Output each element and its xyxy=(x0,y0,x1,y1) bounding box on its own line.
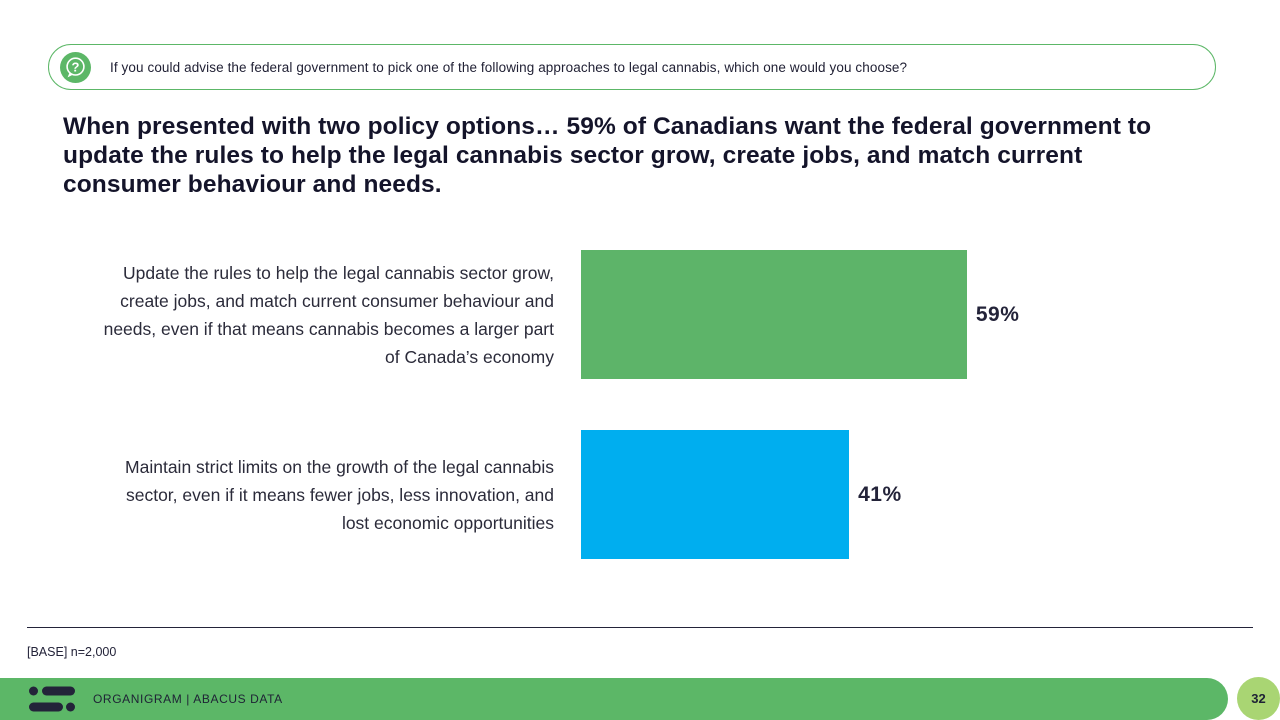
bar-maintain-limits xyxy=(581,430,850,559)
bar-value-label: 59% xyxy=(975,302,1020,326)
footer-brand-text: ORGANIGRAM | ABACUS DATA xyxy=(93,692,283,706)
question-text: If you could advise the federal governme… xyxy=(110,59,908,75)
chart-row: Update the rules to help the legal canna… xyxy=(100,250,1235,379)
divider xyxy=(27,627,1253,628)
base-note: [BASE] n=2,000 xyxy=(27,645,117,659)
organigram-logo-icon xyxy=(29,686,75,712)
question-banner: ? If you could advise the federal govern… xyxy=(48,44,1216,90)
bar-value-label: 41% xyxy=(858,482,902,506)
page-title: When presented with two policy options… … xyxy=(63,113,1152,198)
chart-row: Maintain strict limits on the growth of … xyxy=(100,430,1235,559)
bar-track: 59% xyxy=(581,250,1235,379)
bar-category-label: Maintain strict limits on the growth of … xyxy=(125,456,554,533)
footer-bar: ORGANIGRAM | ABACUS DATA xyxy=(0,678,1228,720)
question-bubble-icon: ? xyxy=(60,51,91,83)
svg-text:?: ? xyxy=(72,59,80,74)
page-number-badge: 32 xyxy=(1237,677,1280,720)
bar-category-label: Update the rules to help the legal canna… xyxy=(103,262,554,367)
bar-track: 41% xyxy=(581,430,1235,559)
bar-chart: Update the rules to help the legal canna… xyxy=(100,250,1235,559)
bar-update-rules xyxy=(581,250,967,379)
